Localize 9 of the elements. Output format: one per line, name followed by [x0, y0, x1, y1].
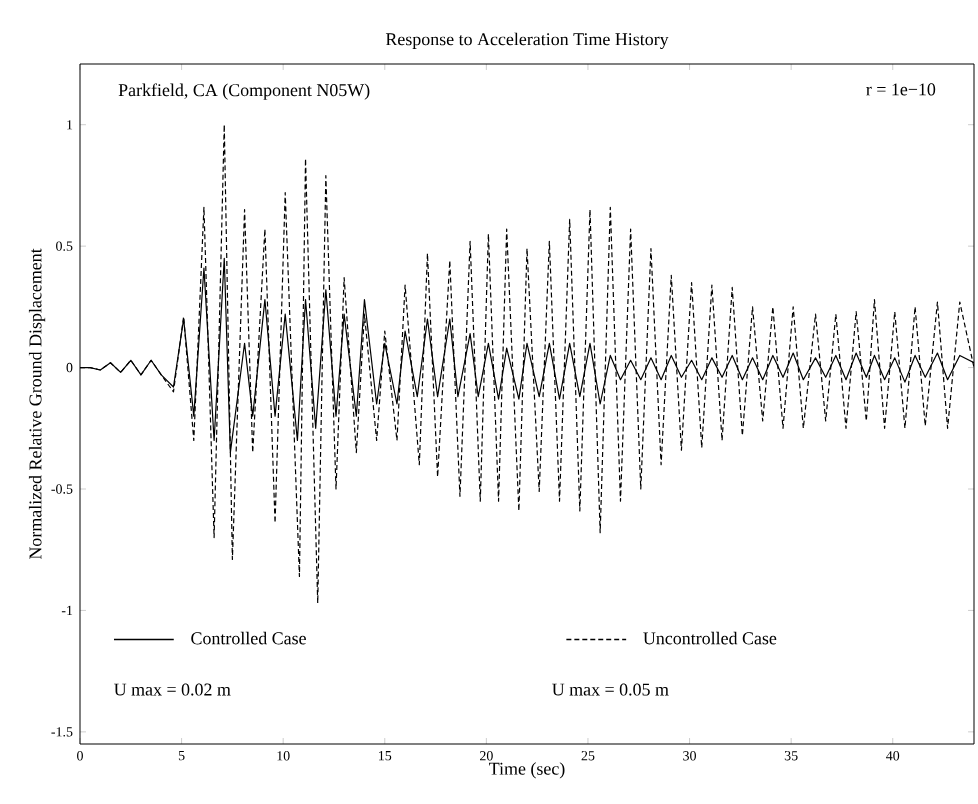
- chart-title: Response to Acceleration Time History: [385, 32, 669, 49]
- y-axis-title: Normalized Relative Ground Displacement: [28, 248, 46, 560]
- annotation: U max = 0.02 m: [114, 683, 231, 696]
- annotation: U max = 0.05 m: [552, 683, 669, 696]
- annotation: Parkfield, CA (Component N05W): [118, 83, 370, 100]
- x-axis-title: Time (sec): [489, 762, 565, 779]
- annotation: r = 1e−10: [866, 83, 936, 96]
- legend-label: Controlled Case: [191, 631, 306, 645]
- legend-label: Uncontrolled Case: [643, 631, 777, 645]
